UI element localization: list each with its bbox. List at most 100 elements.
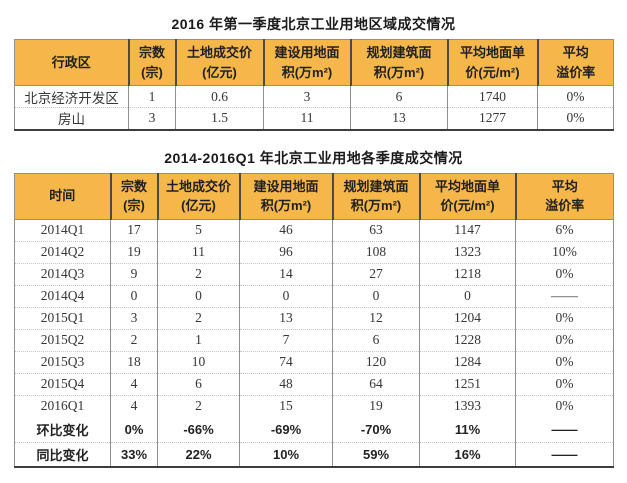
value-cell: 0%: [537, 107, 614, 130]
value-cell: 120: [332, 350, 420, 373]
col-header-parcel-count: 宗数 (宗): [109, 173, 158, 220]
table2-title: 2014-2016Q1 年北京工业用地各季度成交情况: [164, 149, 463, 166]
table-row: 2014Q1 17 5 46 63 1147 6%: [15, 219, 614, 241]
value-cell: 3: [128, 107, 176, 130]
table1-title: 2016 年第一季度北京工业用地区域成交情况: [171, 16, 456, 32]
value-cell: 0%: [515, 350, 614, 373]
col-header-avg-premium-rate: 平均 溢价率: [536, 39, 614, 86]
table2-body: 2014Q1 17 5 46 63 1147 6% 2014Q2 19 11 96 108 1323 10…: [14, 219, 614, 417]
table-row: 2016Q1 4 2 15 19 1393 0%: [14, 394, 614, 417]
value-cell: 2: [110, 328, 158, 351]
value-cell: 1740: [447, 85, 538, 108]
table1-header-row: 行政区 宗数 (宗) 土地成交价 (亿元) 建设用地面 积(万m²) 规划建筑面…: [14, 39, 614, 86]
table1-regional-transactions: 行政区 宗数 (宗) 土地成交价 (亿元) 建设用地面 积(万m²) 规划建筑面…: [14, 39, 614, 131]
value-cell: 1147: [419, 219, 516, 241]
value-cell: 11: [157, 240, 240, 263]
row-label-cell: 环比变化: [36, 422, 89, 438]
col-header-planned-building-area: 规划建筑面 积(万m²): [349, 39, 448, 86]
table-row: 2015Q2 2 1 7 6 1228 0%: [14, 328, 614, 351]
value-cell: 15: [239, 394, 333, 417]
value-cell: 1277: [447, 107, 538, 130]
table-row: 同比变化 33% 22% 10% 59% 16% ——: [14, 441, 614, 467]
value-cell: 13: [239, 306, 333, 329]
value-cell: 6: [350, 85, 448, 108]
row-label-cell: 2015Q3: [14, 350, 111, 373]
value-cell: 11%: [419, 417, 516, 442]
value-cell: 0%: [515, 306, 614, 329]
value-cell: 0%: [515, 394, 614, 417]
value-cell: 0: [110, 284, 158, 307]
value-cell: 6: [332, 328, 420, 351]
value-cell: -69%: [239, 417, 333, 442]
value-cell: 0%: [515, 372, 614, 395]
value-cell: ——: [515, 284, 614, 307]
col-header-avg-premium-rate: 平均 溢价率: [514, 173, 614, 220]
value-cell: 96: [239, 240, 333, 263]
value-cell: 59%: [332, 441, 420, 467]
value-cell: 22%: [157, 441, 240, 467]
row-label-cell: 2014Q2: [14, 240, 111, 263]
table-row: 北京经济开发区 1 0.6 3 6 1740 0%: [15, 85, 614, 108]
value-cell: 0: [419, 284, 516, 307]
value-cell: 33%: [110, 441, 158, 467]
value-cell: ——: [515, 417, 614, 442]
col-header-parcel-count: 宗数 (宗): [127, 39, 176, 86]
row-label-cell: 2014Q1: [40, 222, 85, 237]
value-cell: 1204: [419, 306, 516, 329]
value-cell: 16%: [419, 441, 516, 467]
value-cell: 27: [332, 262, 420, 285]
value-cell: 0.6: [175, 85, 264, 108]
value-cell: 1284: [419, 350, 516, 373]
table2-header-row: 时间 宗数 (宗) 土地成交价 (亿元) 建设用地面 积(万m²) 规划建筑面 …: [14, 173, 614, 220]
value-cell: 63: [332, 219, 420, 241]
col-header-planned-building-area: 规划建筑面 积(万m²): [331, 173, 420, 220]
value-cell: 0%: [515, 262, 614, 285]
row-label-cell: 2014Q3: [14, 262, 111, 285]
value-cell: 46: [239, 219, 333, 241]
row-label-cell: 房山: [14, 107, 129, 130]
value-cell: 4: [110, 394, 158, 417]
value-cell: 64: [332, 372, 420, 395]
row-label-cell: 北京经济开发区: [24, 90, 119, 106]
value-cell: 18: [110, 350, 158, 373]
row-label-cell: 2015Q4: [14, 372, 111, 395]
table-row: 2014Q3 9 2 14 27 1218 0%: [14, 262, 614, 285]
row-label-cell: 2016Q1: [14, 394, 111, 417]
value-cell: 1323: [419, 240, 516, 263]
value-cell: 1393: [419, 394, 516, 417]
table-row: 2014Q2 19 11 96 108 1323 10%: [14, 240, 614, 263]
value-cell: 1.5: [175, 107, 264, 130]
value-cell: -66%: [157, 417, 240, 442]
table1-body: 北京经济开发区 1 0.6 3 6 1740 0% 房山 3 1.5 11 13 1277 0%: [14, 85, 614, 130]
value-cell: 0: [157, 284, 240, 307]
row-label-cell: 同比变化: [14, 441, 111, 467]
value-cell: 10%: [239, 441, 333, 467]
value-cell: 1: [128, 85, 176, 108]
value-cell: 19: [332, 394, 420, 417]
value-cell: 12: [332, 306, 420, 329]
value-cell: 2: [157, 262, 240, 285]
table-row: 2014Q4 0 0 0 0 0 ——: [14, 284, 614, 307]
row-label-cell: 2015Q1: [14, 306, 111, 329]
value-cell: 0%: [110, 417, 158, 442]
table2-summary-body: 环比变化 0% -66% -69% -70% 11% —— 同比变化 33% 22% 10% 59% 1…: [14, 417, 614, 467]
col-header-avg-unit-price: 平均地面单 价(元/m²): [418, 173, 516, 220]
value-cell: 0%: [515, 328, 614, 351]
value-cell: ——: [515, 441, 614, 467]
value-cell: 1251: [419, 372, 516, 395]
value-cell: 1228: [419, 328, 516, 351]
value-cell: 0: [332, 284, 420, 307]
value-cell: 19: [110, 240, 158, 263]
table-row: 2015Q4 4 6 48 64 1251 0%: [14, 372, 614, 395]
value-cell: -70%: [332, 417, 420, 442]
value-cell: 48: [239, 372, 333, 395]
row-label-cell: 2015Q2: [14, 328, 111, 351]
value-cell: 74: [239, 350, 333, 373]
value-cell: 0%: [537, 85, 614, 108]
value-cell: 2: [157, 306, 240, 329]
value-cell: 3: [110, 306, 158, 329]
value-cell: 3: [263, 85, 351, 108]
col-header-time: 时间: [14, 173, 111, 220]
row-label-cell: 2014Q4: [14, 284, 111, 307]
